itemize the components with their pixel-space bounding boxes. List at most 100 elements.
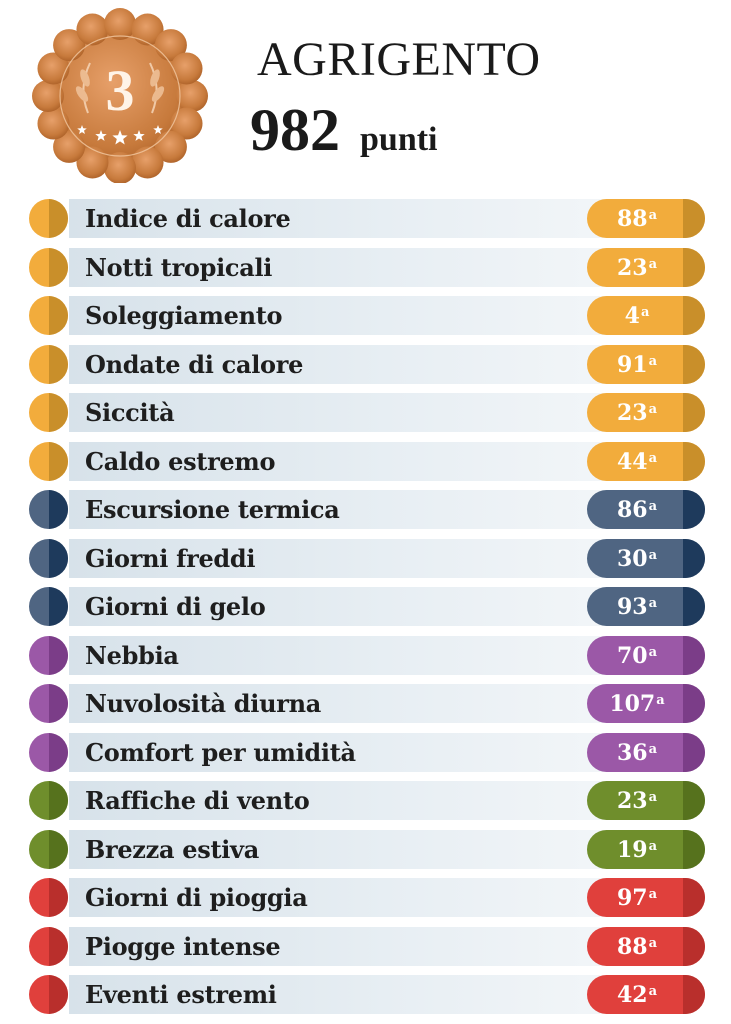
rank-value: 23 [616,254,648,281]
rank-badge: 4a [587,296,705,335]
category-dot-icon [29,684,68,723]
indicator-label: Comfort per umidità [85,737,356,767]
category-dot-icon [29,490,68,529]
rank-suffix: a [648,499,658,514]
indicator-bar [69,975,645,1014]
rank-value: 30 [616,545,648,572]
category-dot-icon [29,393,68,432]
rank-value: 19 [616,836,648,863]
indicator-row: Siccità 23a [29,393,705,432]
indicator-row: Notti tropicali 23a [29,247,705,287]
indicator-bar [69,393,645,432]
rank-value: 4 [624,303,640,329]
indicator-row: Comfort per umidità 36a [29,732,705,772]
indicator-row: Soleggiamento 4a [29,296,705,335]
category-dot-icon [29,975,68,1014]
rank-badge: 30a [587,538,705,578]
indicator-row: Caldo estremo 44a [29,441,705,481]
rank-badge: 91a [587,344,705,384]
rank-value: 97 [616,885,648,911]
indicator-row: Giorni freddi 30a [29,538,705,578]
rank-suffix: a [648,208,658,223]
indicator-row: Giorni di pioggia 97a [29,878,705,917]
category-dot-icon [29,344,68,384]
category-dot-icon [29,781,68,820]
rank-suffix: a [648,984,658,999]
indicator-label: Raffiche di vento [85,786,310,815]
rank-badge: 88a [587,199,705,238]
rank-medal-icon: 3 [32,8,208,183]
indicator-label: Escursione termica [85,495,340,524]
indicator-bar [69,926,645,966]
star-icon [77,125,87,135]
rank-value: 42 [616,982,648,1008]
indicator-bar [69,635,645,675]
indicator-label: Ondate di calore [85,349,304,379]
rank-badge: 23a [587,393,705,432]
rank-suffix: a [648,256,658,272]
rank-badge: 93a [587,587,705,626]
indicator-bar [69,781,645,820]
indicator-bar [69,199,645,238]
rank-suffix: a [648,402,658,417]
rank-value: 44 [616,448,648,475]
indicator-row: Eventi estremi 42a [29,975,705,1014]
rank-suffix: a [648,596,658,611]
indicator-row: Indice di calore 88a [29,199,705,238]
indicator-bar [69,296,645,335]
indicator-label: Siccità [85,398,175,427]
rank-badge: 23a [587,247,705,287]
score-unit: punti [360,121,438,158]
star-icon [153,125,163,135]
rank-value: 70 [616,642,648,669]
indicator-label: Piogge intense [85,931,281,961]
medal-rank-text: 3 [106,58,135,123]
category-dot-icon [29,296,68,335]
rank-badge: 23a [587,781,705,820]
rank-suffix: a [648,741,658,757]
indicator-label: Nebbia [85,640,179,670]
indicator-row: Piogge intense 88a [29,926,705,966]
indicator-bar [69,490,645,529]
indicator-label: Soleggiamento [85,301,283,330]
indicator-bar [69,441,645,481]
score: 982 punti [250,100,438,160]
rank-badge: 36a [587,732,705,772]
category-dot-icon [29,878,68,917]
indicator-bar [69,344,645,384]
star-icon [95,130,107,141]
category-dot-icon [29,441,68,481]
indicator-row: Escursione termica 86a [29,490,705,529]
score-value: 982 [250,97,340,163]
rank-badge: 97a [587,878,705,917]
indicator-label: Giorni di gelo [85,592,266,621]
indicator-bar [69,684,645,723]
category-dot-icon [29,538,68,578]
rank-value: 36 [616,739,648,766]
indicator-row: Giorni di gelo 93a [29,587,705,626]
rank-suffix: a [640,305,650,320]
indicator-row: Ondate di calore 91a [29,344,705,384]
indicator-label: Notti tropicali [85,252,273,282]
city-name: AGRIGENTO [257,33,541,86]
indicator-row: Nuvolosità diurna 107a [29,684,705,723]
indicator-bar [69,829,645,869]
rank-value: 93 [616,594,648,620]
indicator-list: Indice di calore 88a Notti tropicali 23a Sol… [29,199,705,1024]
indicator-label: Giorni freddi [85,543,256,573]
rank-badge: 107a [587,684,705,723]
rank-value: 88 [616,933,648,960]
rank-suffix: a [648,353,658,369]
indicator-row: Nebbia 70a [29,635,705,675]
category-dot-icon [29,926,68,966]
category-dot-icon [29,635,68,675]
rank-suffix: a [648,450,658,466]
rank-badge: 44a [587,441,705,481]
category-dot-icon [29,587,68,626]
rank-badge: 70a [587,635,705,675]
indicator-bar [69,247,645,287]
indicator-row: Brezza estiva 19a [29,829,705,869]
indicator-label: Nuvolosità diurna [85,689,321,718]
category-dot-icon [29,199,68,238]
rank-value: 88 [616,206,648,232]
